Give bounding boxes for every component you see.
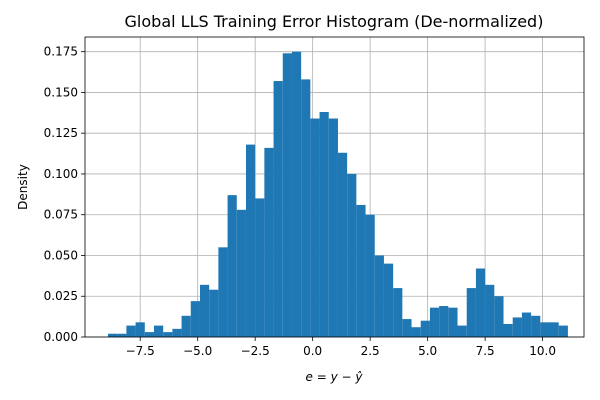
histogram-bar [255,198,265,337]
histogram-bar [503,323,513,337]
histogram-bar [199,284,210,337]
histogram-bar [521,312,532,337]
x-tick-label: 7.5 [476,344,495,358]
x-tick-label: 2.5 [361,344,380,358]
histogram-bar [439,306,449,337]
y-axis-label: Density [16,164,30,210]
histogram-bar [301,79,311,338]
histogram-bar [135,322,145,337]
histogram-bar [374,255,384,337]
histogram-bar [411,327,421,337]
y-tick-label: 0.075 [44,208,78,222]
histogram-bar [273,81,283,338]
histogram-bar [466,288,476,337]
histogram-bar [181,315,191,337]
x-tick-label: −5.0 [183,344,212,358]
histogram-bar [218,247,228,337]
histogram-bar [558,325,568,337]
histogram-bar [126,325,136,337]
x-tick-label: 10.0 [529,344,556,358]
histogram-bar [365,214,375,337]
histogram-bar [475,268,486,337]
x-tick-label: 5.0 [418,344,437,358]
histogram-bar [310,118,320,338]
histogram-bar [190,301,200,337]
histogram-bar [144,332,154,337]
histogram-bar [245,144,256,337]
histogram-bar [163,332,173,337]
histogram-bar [236,209,246,337]
histogram-bar [531,315,541,337]
histogram-bar [291,51,302,337]
histogram-bar [153,325,164,337]
y-tick-label: 0.025 [44,289,78,303]
y-tick-label: 0.100 [44,167,78,181]
histogram-bar [383,263,394,337]
histogram-bar [402,319,412,337]
y-tick-label: 0.050 [44,248,78,262]
histogram-bar [356,204,366,337]
plot-frame [84,36,585,338]
y-tick-label: 0.150 [44,85,78,99]
ticks-layer: −7.5 −5.0 −2.5 0.0 2.5 5.0 7.5 10.0 0.000 0.025 0.… [44,45,556,358]
histogram-bar [117,333,127,337]
histogram-bar [393,288,403,337]
histogram-bar [337,152,348,337]
x-tick-label: −2.5 [241,344,270,358]
histogram-bar [319,112,329,337]
x-axis-label: e = y − ŷ [306,370,364,384]
x-tick-label: −7.5 [126,344,155,358]
histogram-bar [282,53,292,337]
histogram-bar [494,296,504,337]
y-tick-label: 0.175 [44,45,78,59]
histogram-bar [540,322,550,337]
histogram-bar [264,147,274,337]
y-tick-label: 0.000 [44,330,78,344]
chart-title: Global LLS Training Error Histogram (De-… [125,12,544,31]
histogram-bar [512,317,522,337]
y-tick-label: 0.125 [44,126,78,140]
histogram-bar [420,320,430,337]
histogram-bar [485,284,495,337]
histogram-bar [347,173,357,337]
bars-layer [107,51,568,338]
histogram-bar [448,307,458,337]
histogram-bar [457,325,467,337]
histogram-bar [172,328,182,337]
histogram-bar [209,289,219,337]
histogram-bar [549,322,559,337]
histogram-bar [107,333,118,337]
x-tick-label: 0.0 [303,344,322,358]
histogram-bar [328,118,338,338]
histogram-bar [227,195,237,337]
histogram-bar [429,307,440,337]
